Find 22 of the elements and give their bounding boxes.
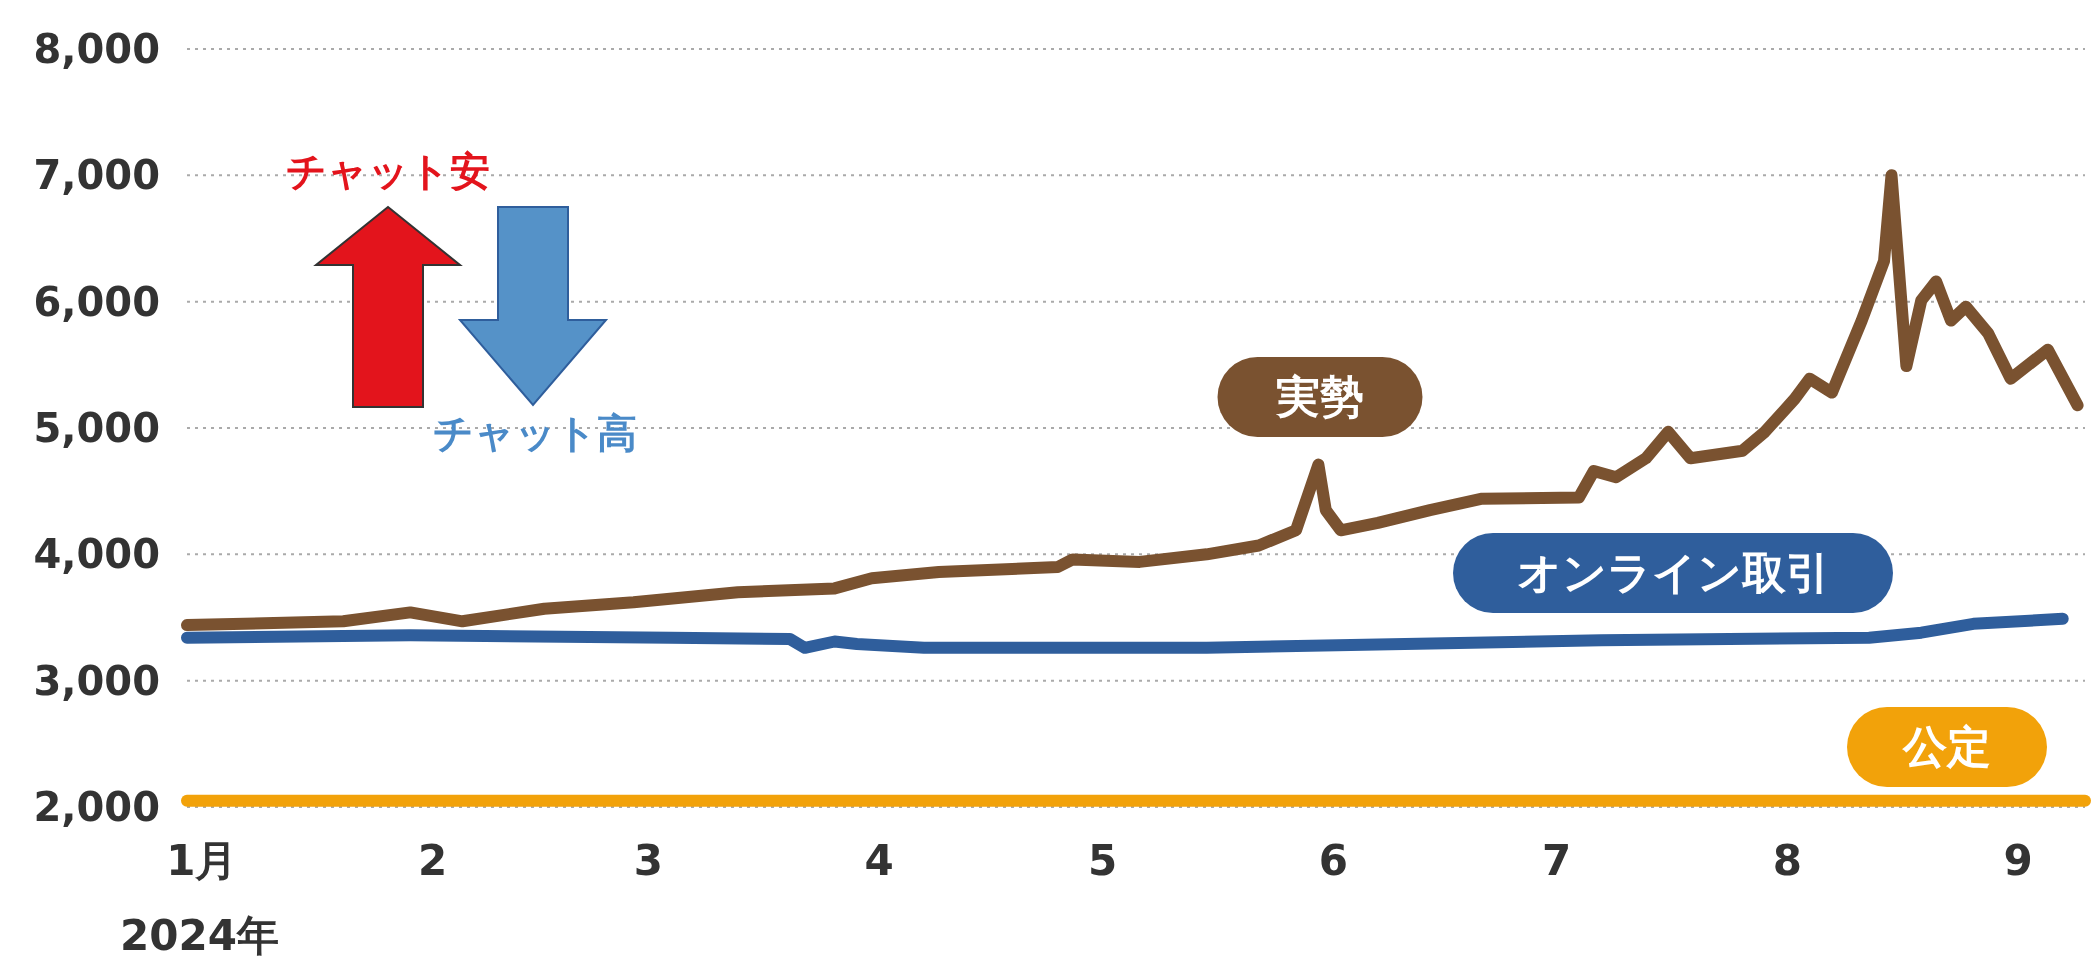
annotation: チャット安 [286,148,490,194]
x-tick-label: 1月 [166,836,238,885]
y-tick-label: 4,000 [33,531,160,578]
text: 2024年 [120,911,279,960]
y-tick-label: 6,000 [33,278,160,325]
x-tick-label: 8 [1772,836,1802,885]
series-label: オンライン取引 [1516,547,1830,598]
x-tick-label: 9 [2003,836,2033,885]
y-tick-label: 8,000 [33,26,160,72]
series-label: 公定 [1902,721,1991,772]
series-label: 実勢 [1275,371,1364,422]
x-tick-label: 5 [1087,836,1118,885]
x-tick-label: 7 [1541,836,1572,885]
x-tick-label: 2 [418,836,448,885]
x-tick-label: 3 [633,836,664,885]
x-tick-label: 4 [864,836,894,885]
y-tick-label: 2,000 [33,784,160,830]
y-tick-label: 3,000 [33,657,160,704]
x-tick-label: 6 [1318,836,1348,885]
annotation: チャット高 [433,410,637,456]
y-tick-label: 7,000 [33,152,160,199]
y-tick-label: 5,000 [33,405,160,451]
